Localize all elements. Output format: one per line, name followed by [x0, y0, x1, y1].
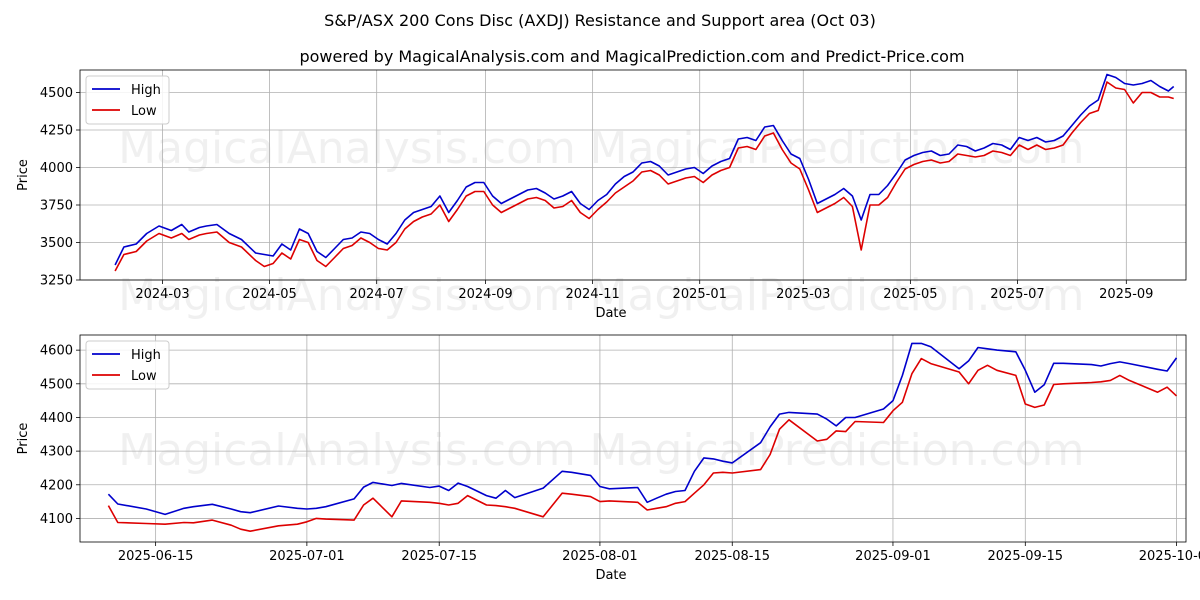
x-axis-label: Date: [595, 568, 626, 583]
x-tick-label: 2024-11: [565, 287, 619, 302]
x-tick-label: 2024-07: [350, 287, 404, 302]
x-tick-label: 2025-01: [673, 287, 727, 302]
series-line-high: [114, 73, 1175, 266]
x-tick-label: 2025-08-01: [562, 549, 638, 564]
x-tick-label: 2024-09: [458, 287, 512, 302]
watermark-prediction: MagicalPrediction.com: [590, 425, 1085, 476]
x-tick-label: 2025-03: [776, 287, 830, 302]
legend: High Low: [85, 75, 170, 125]
x-tick-label: 2025-07-01: [269, 549, 345, 564]
y-axis-label: Price: [16, 159, 31, 191]
y-tick-label: 4200: [40, 478, 73, 493]
y-tick-label: 4100: [40, 512, 73, 527]
x-tick-label: 2025-06-15: [118, 549, 194, 564]
watermark-prediction: MagicalPrediction.com: [590, 270, 1085, 321]
x-tick-label: 2024-03: [135, 287, 189, 302]
series-line-low: [114, 81, 1174, 272]
legend-box: [85, 340, 170, 390]
x-tick-label: 2025-09: [1099, 287, 1153, 302]
watermark-prediction: MagicalPrediction.com: [590, 123, 1085, 174]
y-tick-label: 3500: [40, 236, 73, 251]
y-tick-label: 4600: [40, 344, 73, 359]
chart-title: S&P/ASX 200 Cons Disc (AXDJ) Resistance …: [324, 11, 876, 30]
x-tick-label: 2025-10-01: [1139, 549, 1200, 564]
series-line-low: [107, 357, 1178, 533]
x-tick-label: 2024-05: [242, 287, 296, 302]
y-axis-label: Price: [16, 423, 31, 455]
x-axis-label: Date: [595, 306, 626, 321]
y-tick-label: 4500: [40, 377, 73, 392]
chart-subtitle: powered by MagicalAnalysis.com and Magic…: [299, 47, 964, 66]
x-tick-label: 2025-07-15: [401, 549, 477, 564]
y-tick-label: 4300: [40, 445, 73, 460]
x-tick-label: 2025-09-15: [988, 549, 1064, 564]
y-tick-label: 3250: [40, 274, 73, 289]
watermark-analysis: MagicalAnalysis.com: [118, 123, 576, 174]
legend-label-low: Low: [131, 369, 157, 384]
legend: High Low: [85, 340, 170, 390]
plot-frame: [79, 69, 1187, 281]
y-tick-label: 4400: [40, 411, 73, 426]
x-tick-label: 2025-05: [883, 287, 937, 302]
chart-bottom-panel: 2025-06-15 2025-07-01 2025-07-15 2025-08-01…: [16, 334, 1200, 583]
watermark-group-top: MagicalAnalysis.com MagicalPrediction.co…: [118, 123, 1084, 476]
x-tick-label: 2025-09-01: [855, 549, 931, 564]
series-line-high: [107, 342, 1178, 516]
x-tick-label: 2025-07: [990, 287, 1044, 302]
watermark-analysis: MagicalAnalysis.com: [118, 425, 576, 476]
legend-box: [85, 75, 170, 125]
watermark-analysis: MagicalAnalysis.com: [118, 270, 576, 321]
legend-label-low: Low: [131, 104, 157, 119]
y-tick-label: 4250: [40, 124, 73, 139]
y-tick-label: 4500: [40, 86, 73, 101]
legend-label-high: High: [131, 83, 161, 98]
legend-label-high: High: [131, 348, 161, 363]
plot-frame: [79, 334, 1187, 543]
y-tick-label: 4000: [40, 161, 73, 176]
y-tick-label: 3750: [40, 199, 73, 214]
x-tick-label: 2025-08-15: [694, 549, 770, 564]
chart-top-panel: 2024-03 2024-05 2024-07 2024-09 2024-11 2025-…: [16, 69, 1187, 321]
